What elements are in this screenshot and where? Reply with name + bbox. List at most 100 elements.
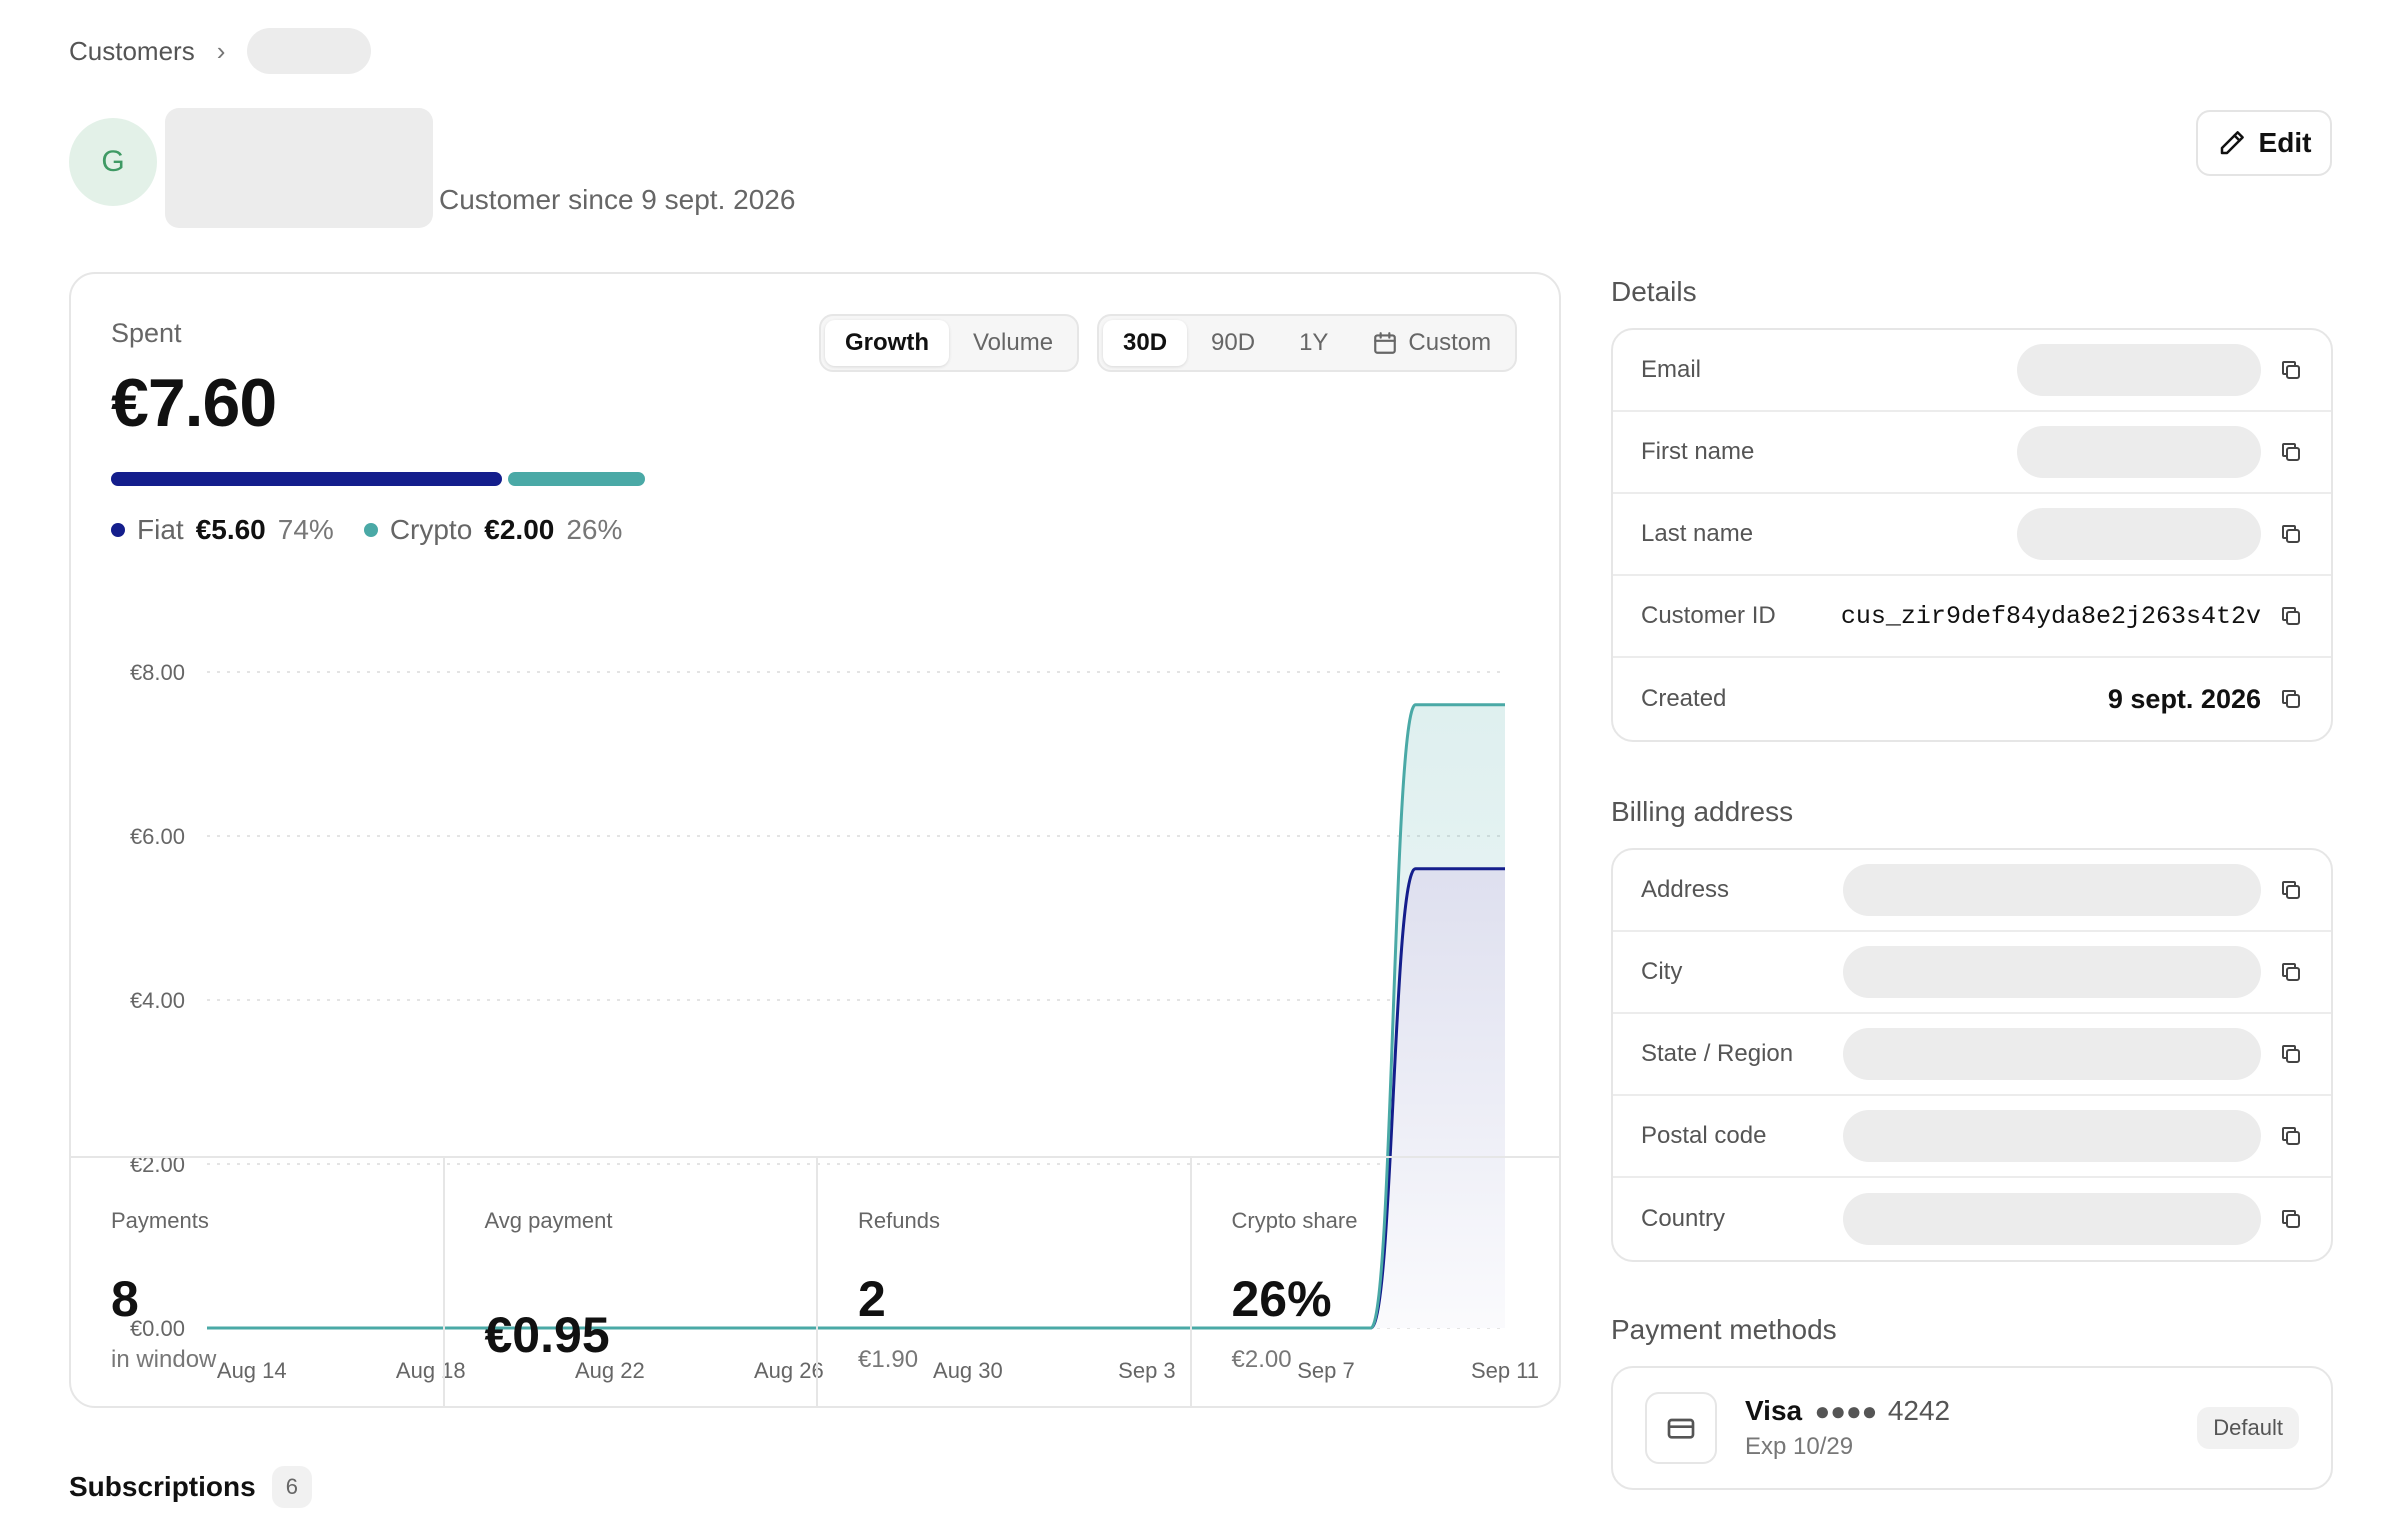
fiat-crypto-split-bar [111,472,645,486]
card-last4: 4242 [1887,1395,1951,1426]
kpi-refunds: Refunds 2 €1.90 [818,1158,1192,1406]
spend-growth-chart: €0.00 €2.00 €4.00 €6.00 €8.00 Aug 14 Aug 18 Aug… [130,660,1539,1383]
copy-icon[interactable] [2279,440,2303,464]
row-label: Postal code [1641,1122,1767,1149]
customer-id-value: cus_zir9def84yda8e2j263s4t2v [1840,601,2261,631]
copy-icon[interactable] [2279,960,2303,984]
y-tick-label: €4.00 [130,988,185,1013]
billing-row-address: Address [1613,850,2331,932]
spent-label: Spent [111,318,182,348]
kpi-sub: €1.90 [858,1346,919,1373]
edit-button[interactable]: Edit [2196,110,2332,176]
x-tick-label: Sep 3 [1118,1358,1176,1383]
breadcrumb-customers-link[interactable]: Customers [69,35,195,66]
kpi-label: Crypto share [1231,1208,1358,1233]
kpi-label: Payments [111,1208,209,1233]
copy-icon[interactable] [2279,1124,2303,1148]
crypto-series-line [207,703,1505,1330]
volume-toggle[interactable]: Volume [973,329,1054,356]
first-name-value-placeholder [2017,426,2261,478]
chevron-right-icon: › [216,35,226,66]
billing-address-title: Billing address [1611,796,1794,827]
row-label: Created [1641,685,1727,712]
breadcrumb-current-placeholder [247,28,372,74]
details-title: Details [1611,276,1697,307]
legend-crypto-label: Crypto [389,514,473,545]
city-value-placeholder [1843,946,2261,998]
row-label: City [1641,958,1683,985]
copy-icon[interactable] [2279,522,2303,546]
country-value-placeholder [1843,1193,2261,1245]
range-90d[interactable]: 90D [1211,329,1256,356]
range-custom-label: Custom [1408,329,1492,356]
card-brand: Visa [1745,1395,1803,1426]
legend-fiat-amount: €5.60 [195,514,266,545]
spend-card: Spent €7.60 Fiat €5.60 74% Crypto €2.00 … [69,272,1561,1408]
legend-crypto-pct: 26% [566,514,623,545]
payment-method-info: Visa ●●●● 4242 Exp 10/29 [1745,1395,1950,1461]
details-row-first-name: First name [1613,412,2331,494]
details-row-last-name: Last name [1613,494,2331,576]
y-tick-label: €0.00 [130,1316,185,1341]
range-toggle: 30D 90D 1Y Custom [1097,314,1518,372]
payment-methods-title: Payment methods [1611,1314,1837,1345]
kpi-crypto-share: Crypto share 26% €2.00 [1192,1158,1560,1406]
growth-toggle[interactable]: Growth [825,320,949,366]
subscriptions-header: Subscriptions 6 [69,1466,312,1508]
kpi-label: Avg payment [484,1208,613,1233]
x-tick-label: Aug 18 [396,1358,466,1383]
x-tick-label: Aug 26 [754,1358,824,1383]
payment-method-card[interactable]: Visa ●●●● 4242 Exp 10/29 Default [1611,1366,2333,1490]
customer-since: Customer since 9 sept. 2026 [439,184,796,215]
copy-icon[interactable] [2279,878,2303,902]
billing-row-postal-code: Postal code [1613,1096,2331,1178]
address-value-placeholder [1843,864,2261,916]
row-label: Address [1641,876,1730,903]
created-value: 9 sept. 2026 [2107,683,2261,714]
kpi-row: Payments 8 in window Avg payment €0.95 R… [71,1156,1560,1406]
last-name-value-placeholder [2017,508,2261,560]
breadcrumb: Customers › [69,28,372,74]
billing-address-panel: Address City State / Region Postal code … [1611,848,2333,1262]
kpi-value: €0.95 [484,1307,610,1363]
copy-icon[interactable] [2279,1042,2303,1066]
copy-icon[interactable] [2279,687,2303,711]
copy-icon[interactable] [2279,1207,2303,1231]
postal-code-value-placeholder [1843,1110,2261,1162]
x-tick-label: Aug 22 [575,1358,645,1383]
x-tick-label: Aug 30 [933,1358,1003,1383]
customer-header: G Customer since 9 sept. 2026 [69,108,795,228]
card-mask: ●●●● [1814,1396,1878,1426]
crypto-dot-icon [363,523,378,537]
default-badge: Default [2197,1407,2299,1449]
x-tick-label: Sep 11 [1471,1358,1539,1383]
x-tick-label: Aug 14 [217,1358,287,1383]
row-label: First name [1641,438,1755,465]
legend-crypto-amount: €2.00 [484,514,555,545]
row-label: Customer ID [1641,602,1776,629]
y-tick-label: €6.00 [130,824,185,849]
fiat-dot-icon [111,523,125,537]
spent-value: €7.60 [111,365,277,441]
kpi-value: 26% [1231,1271,1332,1327]
kpi-sub: €2.00 [1231,1346,1292,1373]
y-tick-label: €8.00 [130,660,185,685]
credit-card-icon [1645,1392,1717,1464]
range-1y[interactable]: 1Y [1299,329,1329,356]
kpi-label: Refunds [858,1208,940,1233]
mode-toggle: Growth Volume [819,314,1080,372]
row-label: State / Region [1641,1040,1794,1067]
state-value-placeholder [1843,1028,2261,1080]
pencil-icon [2220,131,2244,155]
email-value-placeholder [2017,344,2261,396]
range-30d[interactable]: 30D [1103,320,1188,366]
row-label: Email [1641,356,1702,383]
range-custom[interactable]: Custom [1352,320,1511,366]
details-panel: Email First name Last name Customer ID c… [1611,328,2333,742]
kpi-payments: Payments 8 in window [71,1158,445,1406]
details-row-customer-id: Customer ID cus_zir9def84yda8e2j263s4t2v [1613,576,2331,658]
copy-icon[interactable] [2279,604,2303,628]
billing-row-country: Country [1613,1178,2331,1260]
copy-icon[interactable] [2279,358,2303,382]
details-row-email: Email [1613,330,2331,412]
